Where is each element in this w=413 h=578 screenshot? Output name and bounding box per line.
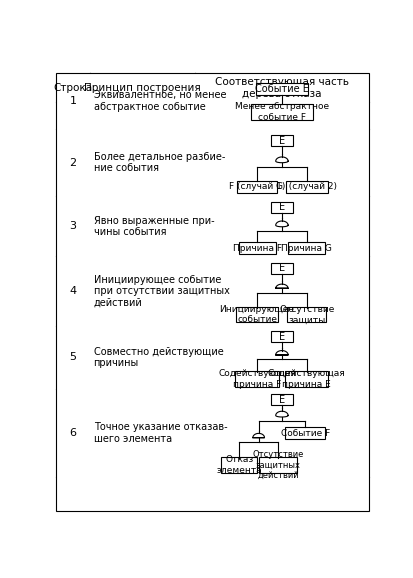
Bar: [284, 371, 328, 387]
Bar: [271, 202, 292, 213]
Bar: [250, 104, 312, 120]
Bar: [271, 135, 292, 146]
Text: Отказ
элемента: Отказ элемента: [216, 455, 261, 475]
Text: Событие F: Событие F: [280, 429, 329, 438]
Text: Совместно действующие
причины: Совместно действующие причины: [93, 347, 223, 368]
Text: 1: 1: [69, 96, 76, 106]
Text: Точное указание отказав-
шего элемента: Точное указание отказав- шего элемента: [93, 423, 227, 444]
Polygon shape: [252, 434, 264, 438]
Polygon shape: [275, 411, 287, 417]
Text: E: E: [278, 263, 284, 273]
Text: Строка: Строка: [53, 83, 93, 93]
Text: E: E: [278, 395, 284, 405]
Text: Причина F: Причина F: [232, 243, 281, 253]
Polygon shape: [275, 351, 287, 355]
Bar: [236, 181, 277, 193]
Text: F (случай 1): F (случай 1): [228, 183, 285, 191]
Text: 2: 2: [69, 158, 76, 168]
Polygon shape: [275, 284, 287, 288]
Text: E: E: [278, 332, 284, 342]
Text: E: E: [278, 136, 284, 146]
Polygon shape: [275, 221, 287, 227]
Text: 5: 5: [69, 353, 76, 362]
Bar: [271, 263, 292, 273]
Bar: [221, 457, 256, 473]
Text: Отсутствие
защитных
действий: Отсутствие защитных действий: [252, 450, 303, 480]
Bar: [284, 427, 325, 439]
Bar: [258, 457, 297, 473]
Text: Эквивалентное, но менее
абстрактное событие: Эквивалентное, но менее абстрактное собы…: [93, 90, 225, 112]
Bar: [287, 242, 325, 254]
Bar: [287, 307, 325, 323]
Text: Менее абстрактное
событие F: Менее абстрактное событие F: [234, 102, 328, 122]
Text: Отсутствие
защиты: Отсутствие защиты: [278, 305, 334, 324]
Text: E: E: [278, 202, 284, 212]
Text: Причина G: Причина G: [280, 243, 331, 253]
Text: 6: 6: [69, 428, 76, 438]
Bar: [285, 181, 327, 193]
Text: Явно выраженные при-
чины события: Явно выраженные при- чины события: [93, 216, 214, 237]
Bar: [238, 242, 275, 254]
Text: Содействующая
причина E: Содействующая причина E: [267, 369, 345, 388]
Text: Принцип построения: Принцип построения: [84, 83, 201, 93]
Text: Инициирующее событие
при отсутствии защитных
действий: Инициирующее событие при отсутствии защи…: [93, 275, 229, 307]
Bar: [235, 371, 278, 387]
Polygon shape: [275, 157, 287, 162]
Bar: [236, 307, 278, 323]
Bar: [255, 83, 308, 95]
Text: Более детальное разбие-
ние события: Более детальное разбие- ние события: [93, 152, 224, 173]
Text: G  (случай 2): G (случай 2): [275, 183, 337, 191]
Text: Содействующая
причина F: Содействующая причина F: [218, 369, 295, 388]
Text: Соответствующая часть
дерева отказа: Соответствующая часть дерева отказа: [214, 77, 348, 99]
Text: 4: 4: [69, 286, 76, 296]
Bar: [271, 331, 292, 342]
Text: Инициирующее
событие: Инициирующее событие: [219, 305, 294, 324]
Bar: [271, 394, 292, 405]
Text: 3: 3: [69, 221, 76, 231]
Text: Событие E: Событие E: [254, 84, 308, 94]
